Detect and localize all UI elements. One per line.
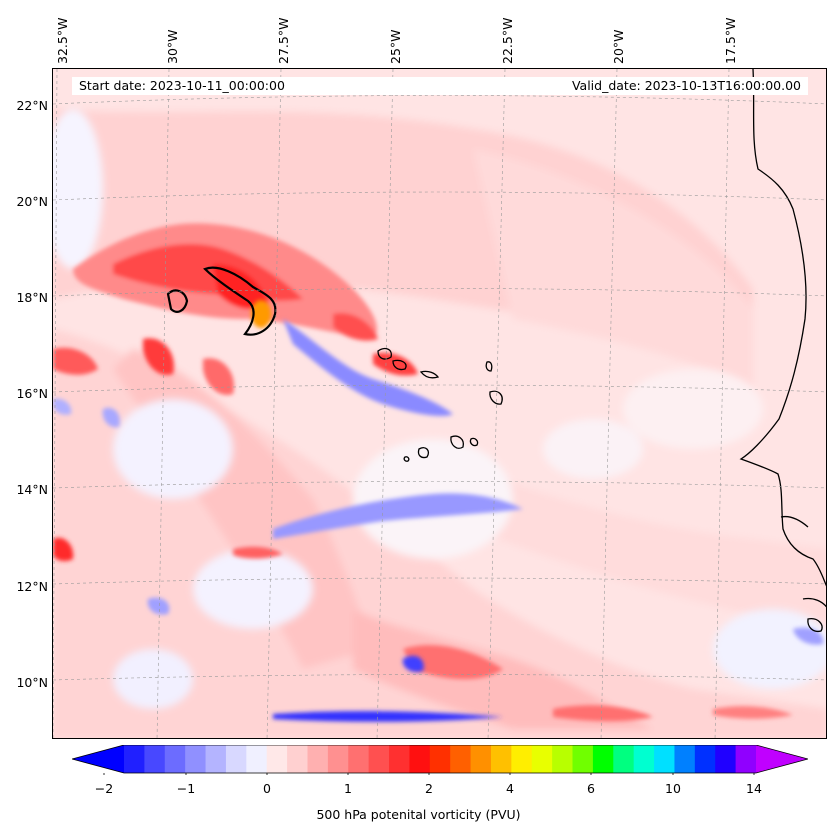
colorbar-segment <box>450 745 472 773</box>
colorbar-segment <box>429 745 451 773</box>
colorbar-tick-label: 1 <box>344 781 352 796</box>
lat-label: 16°N <box>16 386 48 401</box>
valid-date-label: Valid_date: 2023-10-13T16:00:00.00 <box>571 78 801 93</box>
lat-label: 14°N <box>16 482 48 497</box>
colorbar-tick-label: 14 <box>746 781 762 796</box>
colorbar-segment <box>470 745 492 773</box>
colorbar-segment <box>572 745 594 773</box>
colorbar-segment <box>389 745 411 773</box>
colorbar-tick-label: 6 <box>587 781 595 796</box>
coastline <box>739 69 826 633</box>
colorbar-segment <box>225 745 247 773</box>
pv-weak-positive <box>53 109 826 738</box>
lon-label: 32.5°W <box>55 17 70 64</box>
lon-label: 17.5°W <box>723 17 738 64</box>
colorbar-segment <box>552 745 574 773</box>
colorbar-segment <box>674 745 696 773</box>
lon-label: 25°W <box>388 29 403 64</box>
colorbar-segment <box>654 745 676 773</box>
lon-label: 22.5°W <box>500 17 515 64</box>
colorbar-segment <box>613 745 635 773</box>
colorbar-tick-label: −2 <box>94 781 114 796</box>
colorbar-segment <box>164 745 186 773</box>
graticule <box>53 69 826 738</box>
lat-label: 12°N <box>16 579 48 594</box>
colorbar-extend-max <box>756 745 808 773</box>
colorbar-segment <box>592 745 614 773</box>
colorbar-segment <box>348 745 370 773</box>
colorbar-segment <box>246 745 268 773</box>
colorbar-segment <box>205 745 227 773</box>
colorbar-title: 500 hPa potenital vorticity (PVU) <box>316 807 521 822</box>
colorbar-outline <box>72 745 808 774</box>
colorbar-segment <box>633 745 655 773</box>
colorbar-segment <box>490 745 512 773</box>
pv-contour <box>166 266 277 336</box>
colorbar-tick-label: 2 <box>425 781 433 796</box>
colorbar-segment <box>735 745 757 773</box>
colorbar-segment <box>531 745 553 773</box>
colorbar-segment <box>124 745 145 773</box>
colorbar-tick-label: 10 <box>665 781 681 796</box>
pv-field <box>53 69 826 738</box>
date-annotation: Start date: 2023-10-11_00:00:00 Valid_da… <box>72 77 808 95</box>
colorbar-segment <box>266 745 288 773</box>
colorbar-segment <box>307 745 329 773</box>
colorbar-segment <box>287 745 309 773</box>
lon-label: 30°W <box>165 29 180 64</box>
pv-negative <box>53 319 824 722</box>
lat-label: 10°N <box>16 675 48 690</box>
pv-map-panel <box>52 68 827 739</box>
colorbar-segment <box>409 745 431 773</box>
lat-label: 18°N <box>16 290 48 305</box>
colorbar <box>72 745 808 775</box>
colorbar-tick-label: −1 <box>176 781 196 796</box>
colorbar-segment <box>511 745 533 773</box>
start-date-label: Start date: 2023-10-11_00:00:00 <box>79 78 285 93</box>
lat-label: 22°N <box>16 98 48 113</box>
colorbar-extend-min <box>72 745 124 773</box>
colorbar-segment <box>715 745 737 773</box>
colorbar-tick-label: 4 <box>506 781 514 796</box>
islands <box>377 347 503 462</box>
colorbar-segment <box>368 745 390 773</box>
pv-maximum <box>251 300 271 328</box>
lat-label: 20°N <box>16 194 48 209</box>
colorbar-segment <box>327 745 349 773</box>
lon-label: 20°W <box>611 29 626 64</box>
lon-label: 27.5°W <box>276 17 291 64</box>
colorbar-tick-label: 0 <box>263 781 271 796</box>
colorbar-segment <box>694 745 716 773</box>
colorbar-segment <box>144 745 166 773</box>
colorbar-segment <box>185 745 207 773</box>
